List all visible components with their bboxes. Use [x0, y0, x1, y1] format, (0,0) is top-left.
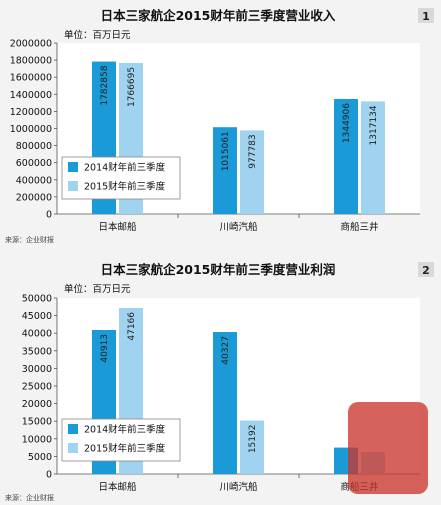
watermark-background [348, 402, 428, 494]
y-tick-label: 1600000 [10, 73, 52, 84]
y-tick-label: 1800000 [10, 56, 52, 67]
bar-2015-2 [240, 420, 264, 474]
y-tick-label: 40000 [22, 329, 52, 340]
y-tick-label: 800000 [16, 141, 52, 152]
y-tick-label: 1400000 [10, 90, 52, 101]
chart-title: 日本三家航企2015财年前三季度营业收入 [101, 8, 336, 23]
chart-number-badge [418, 262, 434, 277]
legend-label: 2015财年前三季度 [84, 181, 166, 193]
unit-label: 单位：百万日元 [64, 29, 131, 41]
y-tick-label: 45000 [22, 311, 52, 322]
y-tick-label: 30000 [22, 364, 52, 375]
legend-label: 2015财年前三季度 [84, 443, 166, 455]
bar-2014-2 [213, 332, 237, 474]
legend-box [61, 418, 181, 462]
bar-value-label: 15192 [248, 425, 258, 454]
bar-value-label: 977783 [248, 134, 258, 168]
x-category-label: 日本邮船 [98, 481, 137, 493]
legend-label: 2014财年前三季度 [84, 424, 166, 436]
bar-2014-3 [334, 99, 358, 214]
x-category-label: 川崎汽船 [219, 481, 258, 493]
y-tick-label: 35000 [22, 346, 52, 357]
unit-label: 单位：百万日元 [64, 283, 131, 295]
source-note: 来源：企业财报 [5, 493, 54, 502]
watermark-seal [348, 402, 428, 494]
profit-bar-chart: 日本三家航企2015财年前三季度营业利润 2 单位：百万日元 0 5000 10000 15… [5, 262, 434, 502]
bar-2015-2 [240, 130, 264, 214]
y-tick-label: 50000 [22, 294, 52, 305]
chart-number-badge [418, 8, 434, 23]
legend-swatch-2015 [68, 181, 78, 191]
bar-2015-3 [361, 101, 385, 214]
y-tick-label: 0 [46, 210, 52, 221]
legend-swatch-2014 [68, 424, 78, 434]
bar-2014-2 [213, 127, 237, 214]
legend-label: 2014财年前三季度 [84, 162, 166, 174]
bar-value-label: 1344906 [342, 103, 352, 143]
revenue-bar-chart: 日本三家航企2015财年前三季度营业收入 1 单位：百万日元 0 200000 40000… [5, 8, 434, 244]
legend-box [61, 156, 181, 200]
y-tick-label: 25000 [22, 382, 52, 393]
y-tick-label: 600000 [16, 158, 52, 169]
y-tick-label: 1200000 [10, 107, 52, 118]
chart-number-badge-label: 2 [422, 264, 430, 277]
y-tick-label: 1000000 [10, 124, 52, 135]
y-tick-label: 20000 [22, 399, 52, 410]
x-category-label: 川崎汽船 [219, 221, 258, 233]
bar-value-label: 47166 [127, 312, 137, 341]
x-category-label: 商船三井 [340, 221, 378, 233]
bar-value-label: 1782858 [100, 65, 110, 105]
y-tick-label: 400000 [16, 175, 52, 186]
x-category-label: 日本邮船 [98, 221, 137, 233]
bar-value-label: 40327 [221, 336, 231, 365]
chart-number-badge-label: 1 [422, 10, 430, 23]
legend-swatch-2015 [68, 443, 78, 453]
bar-value-label: 40913 [100, 334, 110, 363]
bar-value-label: 1317134 [369, 105, 379, 145]
source-note: 来源：企业财报 [5, 235, 54, 244]
bar-value-label: 1766695 [127, 67, 137, 107]
y-tick-label: 0 [46, 470, 52, 481]
bar-value-label: 1015061 [221, 131, 231, 171]
y-tick-label: 15000 [22, 417, 52, 428]
y-tick-label: 10000 [22, 434, 52, 445]
chart-panel-revenue: 日本三家航企2015财年前三季度营业收入 1 单位：百万日元 0 200000 40000… [0, 0, 441, 252]
y-tick-label: 2000000 [10, 39, 52, 50]
y-tick-label: 5000 [28, 452, 52, 463]
chart-panel-profit: 日本三家航企2015财年前三季度营业利润 2 单位：百万日元 0 5000 10000 15… [0, 252, 441, 505]
y-tick-label: 200000 [16, 192, 52, 203]
chart-title: 日本三家航企2015财年前三季度营业利润 [101, 262, 336, 277]
legend-swatch-2014 [68, 162, 78, 172]
